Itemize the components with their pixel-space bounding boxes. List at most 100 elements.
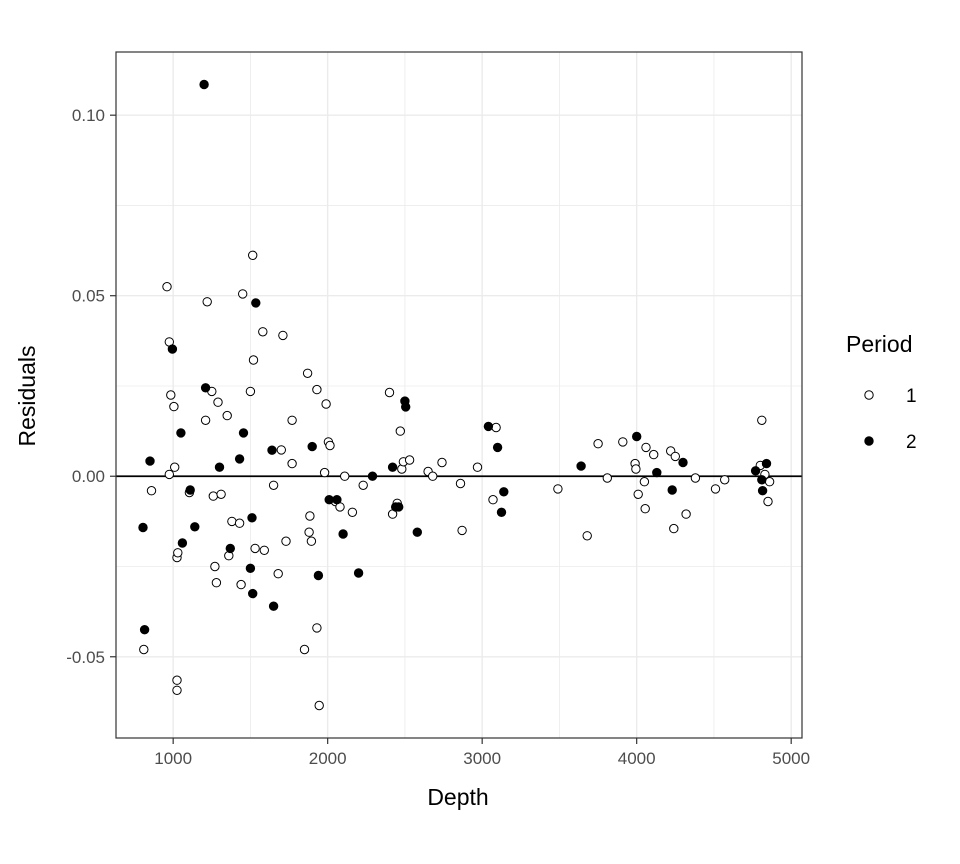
data-point-period-2	[757, 486, 768, 496]
data-point-period-2	[200, 383, 211, 393]
data-point-period-2	[167, 344, 178, 354]
data-point-period-1	[384, 387, 395, 398]
data-point-period-1	[340, 471, 350, 481]
data-point-period-2	[247, 513, 257, 523]
data-point-period-1	[172, 685, 182, 695]
data-point-period-1	[472, 462, 483, 472]
data-point-period-1	[404, 455, 415, 465]
data-point-period-1	[248, 355, 259, 365]
data-point-period-1	[287, 458, 297, 469]
data-point-period-2	[185, 485, 195, 495]
data-point-period-2	[324, 495, 334, 505]
data-point-period-2	[248, 588, 258, 599]
x-tick-label: 2000	[309, 749, 347, 768]
data-point-period-1	[582, 531, 592, 541]
minor-gridlines	[116, 52, 802, 738]
legend-label-period-1: 1	[906, 386, 917, 407]
data-point-period-1	[273, 569, 283, 579]
data-point-period-2	[225, 543, 236, 554]
data-point-period-1	[278, 330, 288, 341]
data-point-period-1	[259, 545, 269, 555]
data-point-period-1	[164, 469, 175, 480]
data-point-period-1	[305, 511, 315, 521]
data-point-period-2	[652, 467, 662, 478]
data-point-period-1	[321, 399, 331, 409]
data-point-period-1	[211, 578, 222, 588]
data-point-period-2	[496, 507, 507, 517]
data-point-period-2	[190, 522, 200, 532]
data-point-period-1	[649, 449, 659, 460]
data-point-period-1	[222, 410, 232, 421]
data-point-period-1	[227, 516, 237, 527]
data-point-period-1	[395, 426, 405, 436]
data-point-period-1	[455, 478, 466, 489]
data-point-period-1	[347, 507, 358, 517]
data-point-period-1	[238, 289, 248, 299]
data-point-period-1	[312, 384, 322, 395]
data-point-period-1	[639, 477, 650, 487]
y-tick-label: 0.00	[72, 467, 105, 486]
data-point-period-1	[166, 390, 176, 400]
x-axis-ticks: 1000 2000 3000 4000 5000	[154, 738, 810, 768]
data-point-period-1	[268, 480, 279, 490]
x-tick-label: 5000	[772, 749, 810, 768]
data-point-period-1	[690, 473, 701, 483]
data-point-period-2	[313, 570, 324, 581]
x-tick-label: 1000	[154, 749, 192, 768]
data-point-period-1	[169, 401, 179, 412]
data-point-period-1	[172, 675, 182, 685]
data-point-period-2	[267, 445, 277, 455]
data-point-period-1	[491, 422, 501, 433]
data-point-period-2	[499, 487, 509, 497]
data-point-period-1	[213, 397, 223, 407]
panel-border	[115, 51, 803, 739]
data-point-period-1	[210, 561, 220, 572]
data-point-period-1	[202, 297, 212, 307]
data-point-period-1	[757, 415, 767, 425]
data-point-period-1	[170, 462, 180, 472]
data-point-period-2	[307, 441, 317, 452]
data-point-period-2	[245, 563, 256, 573]
data-point-period-1	[245, 386, 256, 397]
data-point-period-2	[761, 458, 772, 469]
data-point-period-1	[319, 467, 330, 478]
data-point-period-1	[200, 415, 211, 425]
data-point-period-2	[332, 495, 342, 505]
data-point-period-1	[618, 437, 628, 447]
data-point-period-1	[236, 579, 246, 590]
data-point-period-1	[641, 442, 651, 453]
data-point-period-1	[488, 495, 498, 505]
data-point-period-1	[139, 644, 149, 655]
data-point-period-1	[640, 504, 650, 514]
data-point-period-2	[139, 625, 150, 635]
y-axis-ticks: -0.05 0.00 0.05 0.10	[66, 106, 116, 667]
data-point-period-1	[631, 464, 641, 474]
data-point-period-2	[401, 402, 411, 412]
data-point-period-1	[593, 439, 603, 449]
data-point-period-2	[678, 457, 688, 468]
data-point-period-2	[268, 601, 279, 611]
data-point-period-2	[483, 421, 494, 432]
data-point-period-1	[553, 484, 563, 494]
data-point-period-1	[437, 457, 447, 468]
data-point-period-2	[394, 502, 404, 512]
data-point-period-1	[669, 523, 679, 534]
legend-title: Period	[846, 331, 912, 357]
y-axis-title: Residuals	[14, 346, 40, 447]
data-point-period-1	[281, 536, 291, 546]
data-point-period-1	[146, 486, 157, 496]
data-point-period-2	[177, 538, 188, 548]
data-point-period-2	[234, 454, 245, 464]
data-point-period-2	[757, 475, 767, 485]
data-point-period-2	[138, 522, 148, 533]
data-point-period-1	[258, 327, 268, 337]
data-point-period-2	[145, 456, 155, 466]
data-point-period-2	[412, 527, 422, 537]
legend-key-period-2	[864, 436, 874, 446]
data-point-period-1	[304, 527, 314, 537]
data-point-period-1	[764, 477, 775, 487]
legend-key-period-1	[864, 390, 874, 400]
data-point-period-1	[681, 509, 691, 519]
data-point-period-1	[325, 440, 335, 451]
